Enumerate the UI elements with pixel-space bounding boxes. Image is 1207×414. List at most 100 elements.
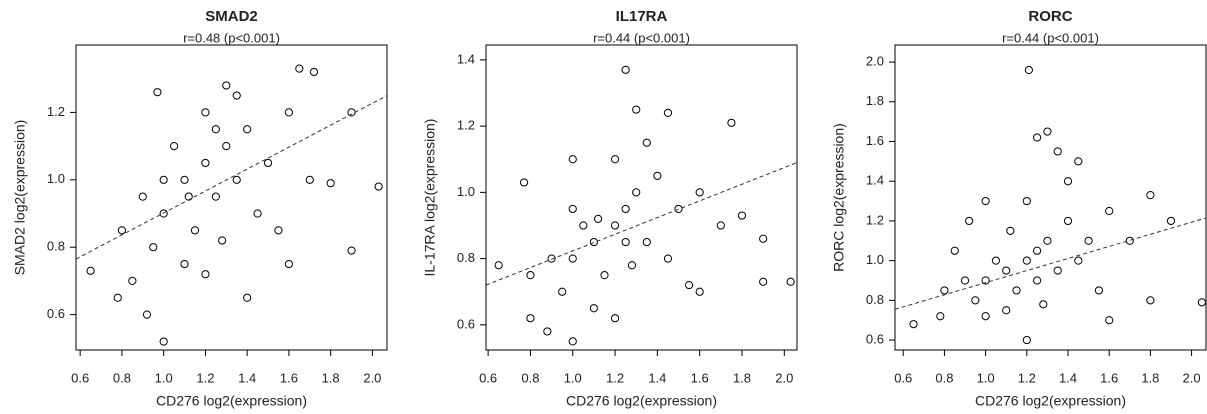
point xyxy=(263,158,273,168)
point xyxy=(519,178,529,187)
point xyxy=(159,209,168,218)
chart-subtitle: r=0.44 (p<0.001) xyxy=(1002,30,1099,45)
point xyxy=(1105,206,1114,216)
panel: SMAD2 r=0.48 (p<0.001) 0.6 0.8 1.0 1.2 1.4 1.6 1… xyxy=(12,8,388,409)
x-tick-label: 0.6 xyxy=(894,370,912,385)
x-axis-label: CD276 log2(expression) xyxy=(975,393,1126,409)
point xyxy=(1022,196,1031,206)
point xyxy=(1146,296,1155,305)
point xyxy=(971,296,980,305)
point xyxy=(621,237,630,247)
point xyxy=(494,261,503,270)
point xyxy=(568,155,577,164)
point xyxy=(642,237,651,247)
x-tick-label: 1.8 xyxy=(322,370,340,385)
point xyxy=(526,314,535,323)
point xyxy=(1033,133,1042,142)
y-axis-label: IL-17RA log2(expression) xyxy=(422,119,438,277)
point xyxy=(153,88,162,97)
point xyxy=(909,320,918,329)
point xyxy=(159,337,168,346)
chart-title: IL17RA xyxy=(616,8,668,25)
point xyxy=(1053,147,1062,156)
point xyxy=(526,271,535,280)
point xyxy=(201,158,210,168)
x-tick-label: 1.0 xyxy=(564,370,582,385)
point xyxy=(589,237,598,247)
point xyxy=(579,221,588,230)
y-tick-label: 1.2 xyxy=(47,104,65,119)
point xyxy=(1146,191,1155,200)
y-tick-label: 1.2 xyxy=(457,118,475,133)
point xyxy=(627,261,637,270)
point xyxy=(309,67,319,77)
point xyxy=(716,221,725,230)
point xyxy=(201,108,210,117)
x-tick-label: 0.6 xyxy=(479,370,497,385)
point xyxy=(632,105,641,114)
trend-line xyxy=(485,162,798,286)
x-tick-label: 1.6 xyxy=(1100,370,1118,385)
x-tick-label: 1.2 xyxy=(1018,370,1036,385)
point xyxy=(727,118,736,127)
point xyxy=(1006,226,1015,235)
point xyxy=(1022,256,1031,265)
point xyxy=(1125,236,1134,245)
x-tick-label: 1.0 xyxy=(977,370,995,385)
point xyxy=(326,179,335,188)
point xyxy=(621,65,630,74)
x-axis-label: CD276 log2(expression) xyxy=(566,393,717,409)
point xyxy=(284,108,293,117)
point xyxy=(600,271,609,280)
y-tick-label: 0.6 xyxy=(866,332,884,347)
x-tick-label: 1.8 xyxy=(1141,370,1159,385)
point xyxy=(737,211,747,220)
plot-frame xyxy=(894,44,1207,351)
point xyxy=(284,259,293,269)
point xyxy=(117,226,127,235)
y-tick-label: 1.8 xyxy=(866,93,884,108)
point xyxy=(543,327,552,336)
x-tick-label: 0.8 xyxy=(521,370,539,385)
point xyxy=(86,266,95,275)
point xyxy=(274,226,283,235)
y-axis-label: SMAD2 log2(expression) xyxy=(12,120,28,276)
point xyxy=(936,312,945,321)
x-tick-label: 1.2 xyxy=(196,370,214,385)
x-tick-label: 0.8 xyxy=(113,370,131,385)
point xyxy=(201,270,210,279)
x-tick-label: 1.8 xyxy=(733,370,751,385)
point xyxy=(991,256,1001,265)
y-tick-label: 1.0 xyxy=(47,171,65,186)
x-tick-label: 1.6 xyxy=(280,370,298,385)
x-tick-label: 1.4 xyxy=(238,370,256,385)
point xyxy=(243,125,252,134)
point xyxy=(610,155,620,164)
point xyxy=(113,293,122,302)
point xyxy=(170,142,179,151)
point xyxy=(347,246,356,255)
chart-subtitle: r=0.44 (p<0.001) xyxy=(593,30,690,45)
point xyxy=(610,314,620,323)
point xyxy=(374,182,383,191)
x-tick-label: 1.4 xyxy=(1059,370,1077,385)
y-axis-label: RORC log2(expression) xyxy=(831,123,847,272)
point xyxy=(1197,298,1206,307)
x-tick-label: 2.0 xyxy=(775,370,793,385)
plot-frame xyxy=(75,44,388,351)
y-tick-label: 1.0 xyxy=(866,252,884,267)
point xyxy=(568,204,577,214)
point xyxy=(142,310,152,319)
point xyxy=(981,196,990,206)
point xyxy=(695,188,704,197)
y-tick-label: 1.2 xyxy=(866,212,884,227)
point xyxy=(190,226,200,235)
y-tick-label: 0.8 xyxy=(47,239,65,254)
chart-subtitle: r=0.48 (p<0.001) xyxy=(183,30,280,45)
y-tick-label: 1.4 xyxy=(866,173,884,188)
y-tick-label: 0.8 xyxy=(457,250,475,265)
point xyxy=(786,277,795,286)
point xyxy=(1063,177,1073,186)
point xyxy=(180,259,189,269)
